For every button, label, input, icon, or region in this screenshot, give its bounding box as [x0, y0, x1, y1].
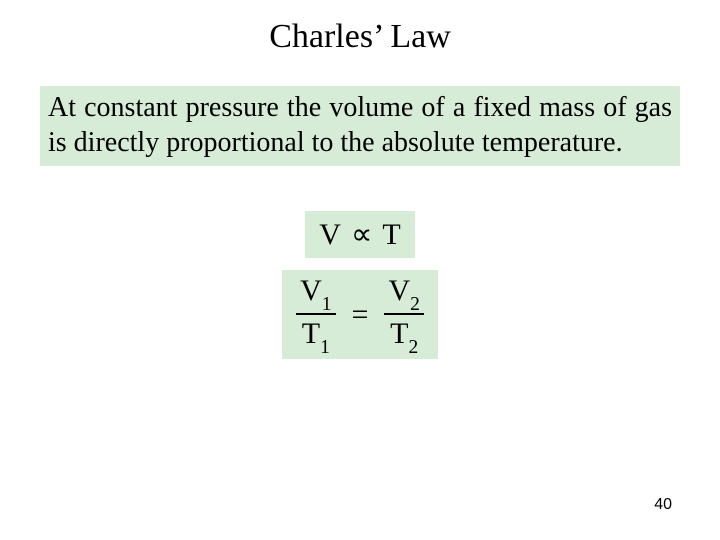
- definition-text: At constant pressure the volume of a fix…: [48, 92, 672, 158]
- equals-symbol: =: [346, 298, 375, 332]
- eq1-rhs: T: [382, 218, 400, 252]
- eq2-right-num-sub: 2: [410, 294, 420, 315]
- eq2-right-den-var: T: [390, 317, 408, 350]
- eq2-left-den-sub: 1: [320, 337, 330, 358]
- eq2-right-den-sub: 2: [408, 337, 418, 358]
- proportional-symbol: ∝: [351, 217, 372, 252]
- eq2-left-num-sub: 1: [322, 294, 332, 315]
- eq2-right-fraction: V2 T2: [384, 276, 423, 353]
- definition-box: At constant pressure the volume of a fix…: [40, 86, 680, 166]
- slide: Charles’ Law At constant pressure the vo…: [0, 0, 720, 540]
- slide-title: Charles’ Law: [0, 0, 720, 56]
- eq2-left-den-var: T: [302, 317, 320, 350]
- eq2-left-num-var: V: [300, 274, 322, 307]
- eq1-lhs: V: [319, 218, 341, 252]
- equation-proportional: V ∝ T: [305, 211, 414, 258]
- equations-area: V ∝ T V1 T1 = V2 T2: [0, 211, 720, 359]
- eq2-left-fraction: V1 T1: [296, 276, 335, 353]
- page-number: 40: [654, 496, 672, 514]
- equation-ratio: V1 T1 = V2 T2: [282, 270, 438, 359]
- eq2-right-num-var: V: [388, 274, 410, 307]
